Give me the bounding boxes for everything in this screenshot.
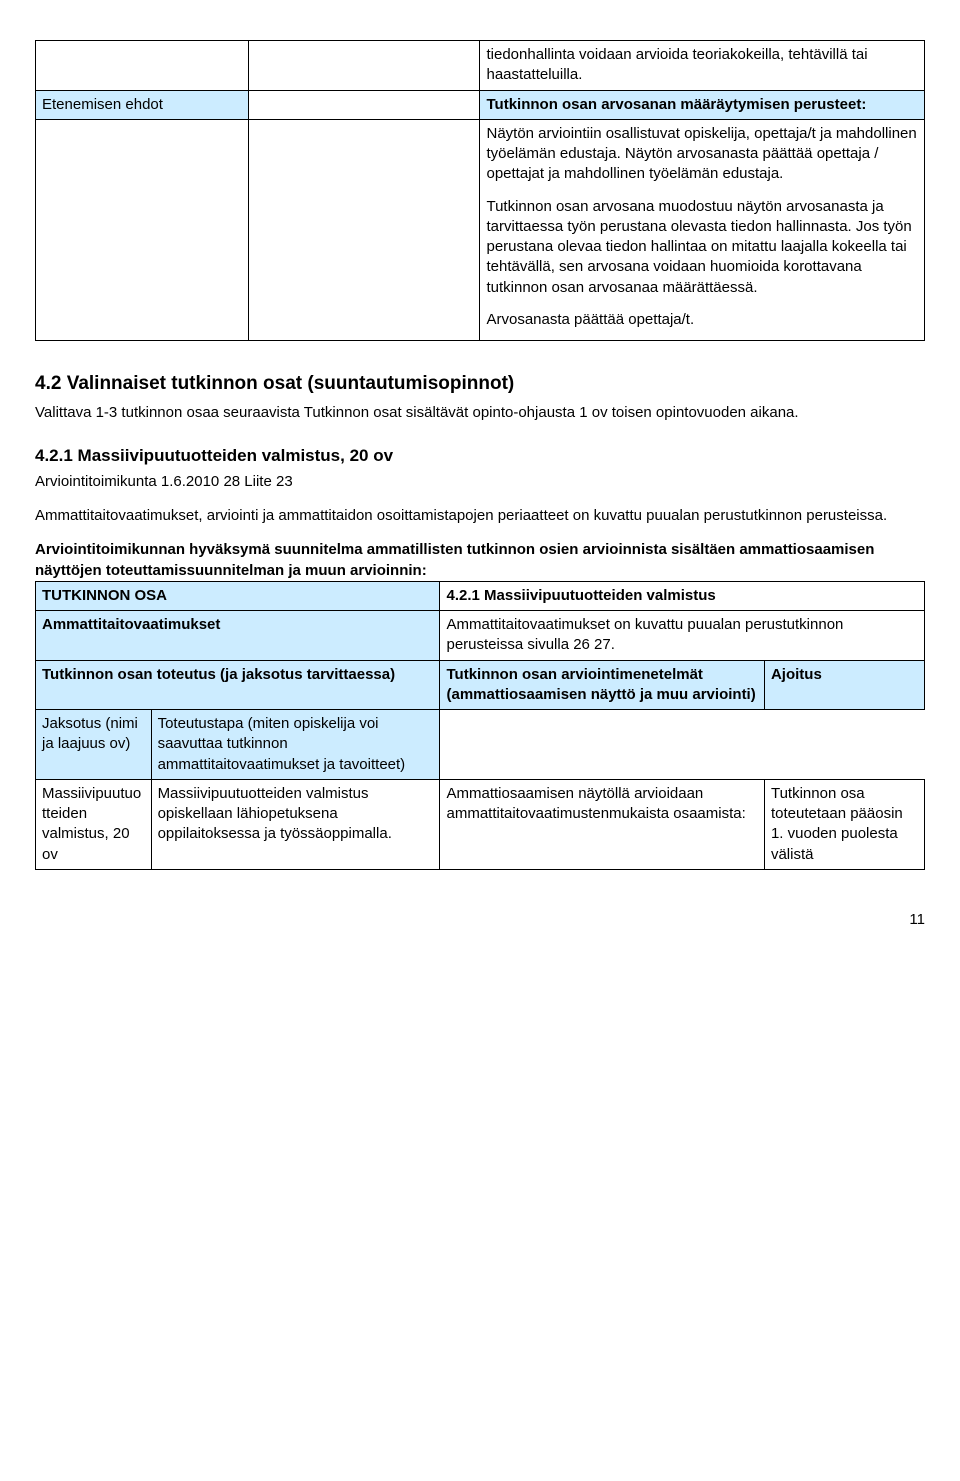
cell-toteutus-header: Tutkinnon osan toteutus (ja jaksotus tar… — [36, 660, 440, 710]
cell-jaksotus-label: Jaksotus (nimi ja laajuus ov) — [36, 710, 152, 780]
label-bold: Tutkinnon osan arviointimenetelmät — [446, 666, 702, 683]
cell-blank — [249, 41, 480, 91]
cell-toteutustapa-label: Toteutustapa (miten opiskelija voi saavu… — [151, 710, 440, 780]
cell-arvosana-title: Tutkinnon osan arvosanan määräytymisen p… — [480, 90, 925, 119]
cell-arvosana-body: Näytön arviointiin osallistuvat opiskeli… — [480, 119, 925, 340]
paragraph: Ammattitaitovaatimukset, arviointi ja am… — [35, 506, 925, 526]
cell-blank — [249, 119, 480, 340]
cell-jaksotus-value: Massiivipuutuotteiden valmistus, 20 ov — [36, 779, 152, 869]
meeting-ref: Arviointitoimikunta 1.6.2010 28 Liite 23 — [35, 472, 925, 492]
paragraph: Tutkinnon osan arvosana muodostuu näytön… — [486, 197, 918, 298]
label-bold: (ammattiosaamisen näyttö ja muu arvioint… — [446, 686, 755, 703]
table-row: TUTKINNON OSA 4.2.1 Massiivipuutuotteide… — [36, 581, 925, 610]
cell-ajoitus: Ajoitus — [764, 660, 924, 710]
subsection-heading: 4.2.1 Massiivipuutuotteiden valmistus, 2… — [35, 445, 925, 468]
paragraph-bold: Arviointitoimikunnan hyväksymä suunnitel… — [35, 540, 925, 581]
cell-blank — [36, 41, 249, 91]
cell-etenemisen: Etenemisen ehdot — [36, 90, 249, 119]
cell-text: tiedonhallinta voidaan arvioida teoriako… — [480, 41, 925, 91]
table-row: tiedonhallinta voidaan arvioida teoriako… — [36, 41, 925, 91]
cell-tutkinnon-osa: TUTKINNON OSA — [36, 581, 440, 610]
page-number: 11 — [35, 910, 925, 930]
section-heading: 4.2 Valinnaiset tutkinnon osat (suuntaut… — [35, 371, 925, 397]
paragraph: Näytön arviointiin osallistuvat opiskeli… — [486, 124, 918, 185]
table-row: Jaksotus (nimi ja laajuus ov) Toteutusta… — [36, 710, 925, 780]
table-row: Ammattitaitovaatimukset Ammattitaitovaat… — [36, 611, 925, 661]
cell-title: 4.2.1 Massiivipuutuotteiden valmistus — [440, 581, 925, 610]
cell-toteutustapa-value: Massiivipuutuotteiden valmistus opiskell… — [151, 779, 440, 869]
section-intro: Valittava 1-3 tutkinnon osaa seuraavista… — [35, 403, 925, 423]
cell-ajoitus-body: Tutkinnon osa toteutetaan pääosin 1. vuo… — [764, 779, 924, 869]
cell-blank — [249, 90, 480, 119]
table-2: TUTKINNON OSA 4.2.1 Massiivipuutuotteide… — [35, 581, 925, 870]
table-1: tiedonhallinta voidaan arvioida teoriako… — [35, 40, 925, 341]
cell-arviointimenetelmat: Tutkinnon osan arviointimenetelmät (amma… — [440, 660, 764, 710]
cell-ammatti-body: Ammattitaitovaatimukset on kuvattu puual… — [440, 611, 925, 661]
cell-ammatti-label: Ammattitaitovaatimukset — [36, 611, 440, 661]
cell-blank — [36, 119, 249, 340]
paragraph: Arvosanasta päättää opettaja/t. — [486, 310, 918, 330]
table-row: Näytön arviointiin osallistuvat opiskeli… — [36, 119, 925, 340]
table-row: Etenemisen ehdot Tutkinnon osan arvosana… — [36, 90, 925, 119]
table-row: Massiivipuutuotteiden valmistus, 20 ov M… — [36, 779, 925, 869]
cell-arviointi-body: Ammattiosaamisen näytöllä arvioidaan amm… — [440, 779, 764, 869]
